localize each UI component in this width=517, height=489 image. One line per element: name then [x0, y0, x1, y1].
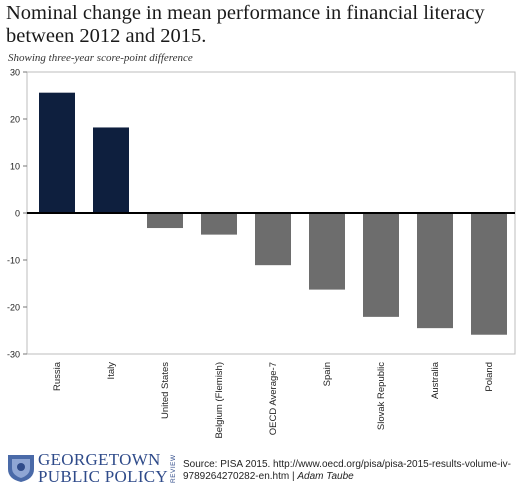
bar: [201, 213, 237, 235]
georgetown-shield-logo: [8, 455, 34, 482]
source-author: Adam Taube: [297, 471, 354, 482]
x-category-label: Slovak Republic: [376, 362, 387, 430]
chart-subtitle: Showing three-year score-point differenc…: [8, 52, 193, 64]
bar: [363, 213, 399, 317]
bar: [417, 213, 453, 329]
source-note: Source: PISA 2015. http://www.oecd.org/p…: [183, 459, 513, 483]
bar: [147, 213, 183, 229]
bar: [93, 127, 129, 213]
x-category-label: Australia: [430, 361, 441, 399]
x-category-label: Russia: [52, 361, 63, 391]
y-tick-label: -10: [7, 256, 20, 266]
x-category-label: Italy: [106, 362, 117, 380]
footer: GEORGETOWN PUBLIC POLICY REVIEW Source: …: [0, 448, 517, 489]
bar: [309, 213, 345, 290]
y-tick-label: 10: [10, 162, 20, 172]
logo-review-label: REVIEW: [170, 454, 177, 484]
x-category-label: Poland: [484, 362, 495, 392]
logo-line-2: PUBLIC POLICY: [38, 467, 168, 486]
x-category-label: United States: [160, 362, 171, 419]
y-tick-label: 0: [15, 209, 20, 219]
bar: [255, 213, 291, 266]
x-category-label: Belgium (Flemish): [214, 362, 225, 439]
y-tick-label: -30: [7, 350, 20, 360]
y-tick-label: 30: [10, 68, 20, 78]
bar-chart: 30 20 10 0 -10 -20 -30 Russia Italy United States…: [7, 68, 516, 439]
x-category-label: OECD Average-7: [268, 362, 279, 435]
y-tick-label: -20: [7, 303, 20, 313]
y-tick-label: 20: [10, 115, 20, 125]
bar: [471, 213, 507, 335]
x-category-label: Spain: [322, 362, 333, 386]
chart-title: Nominal change in mean performance in fi…: [6, 2, 485, 47]
source-text: Source: PISA 2015. http://www.oecd.org/p…: [183, 459, 511, 482]
bar: [39, 92, 75, 213]
logo-wordmark: GEORGETOWN PUBLIC POLICY: [38, 451, 168, 485]
logo-line-1: GEORGETOWN: [38, 450, 161, 469]
